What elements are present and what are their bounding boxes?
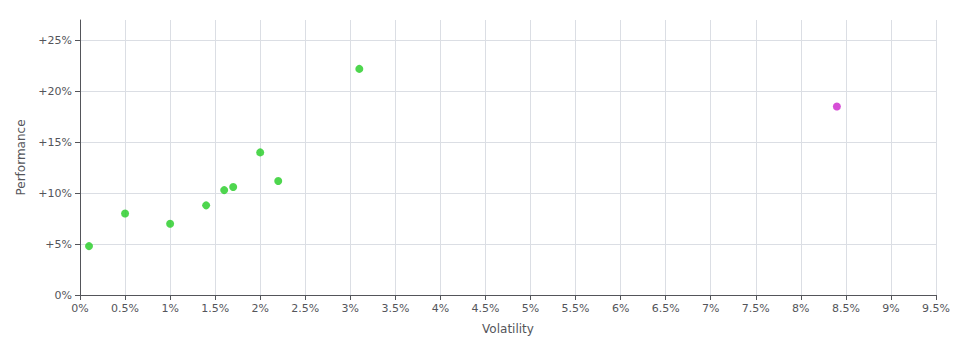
svg-text:+20%: +20% (38, 85, 72, 98)
svg-text:+10%: +10% (38, 187, 72, 200)
svg-text:Volatility: Volatility (482, 322, 534, 336)
svg-text:3%: 3% (342, 302, 359, 315)
svg-text:+25%: +25% (38, 34, 72, 47)
svg-text:3.5%: 3.5% (381, 302, 409, 315)
svg-text:9.5%: 9.5% (922, 302, 950, 315)
svg-text:1.5%: 1.5% (201, 302, 229, 315)
svg-text:2%: 2% (251, 302, 268, 315)
svg-text:7.5%: 7.5% (742, 302, 770, 315)
svg-text:9%: 9% (882, 302, 899, 315)
svg-text:6.5%: 6.5% (652, 302, 680, 315)
svg-text:+15%: +15% (38, 136, 72, 149)
svg-text:Performance: Performance (14, 119, 28, 195)
svg-text:0.5%: 0.5% (111, 302, 139, 315)
svg-text:8%: 8% (792, 302, 809, 315)
svg-text:4.5%: 4.5% (471, 302, 499, 315)
svg-text:7%: 7% (702, 302, 719, 315)
svg-text:0%: 0% (55, 289, 72, 302)
svg-text:1%: 1% (161, 302, 178, 315)
svg-text:6%: 6% (612, 302, 629, 315)
svg-text:+5%: +5% (45, 238, 72, 251)
svg-text:5%: 5% (522, 302, 539, 315)
svg-text:4%: 4% (432, 302, 449, 315)
svg-text:0%: 0% (71, 302, 88, 315)
svg-text:5.5%: 5.5% (562, 302, 590, 315)
svg-text:2.5%: 2.5% (291, 302, 319, 315)
svg-text:8.5%: 8.5% (832, 302, 860, 315)
